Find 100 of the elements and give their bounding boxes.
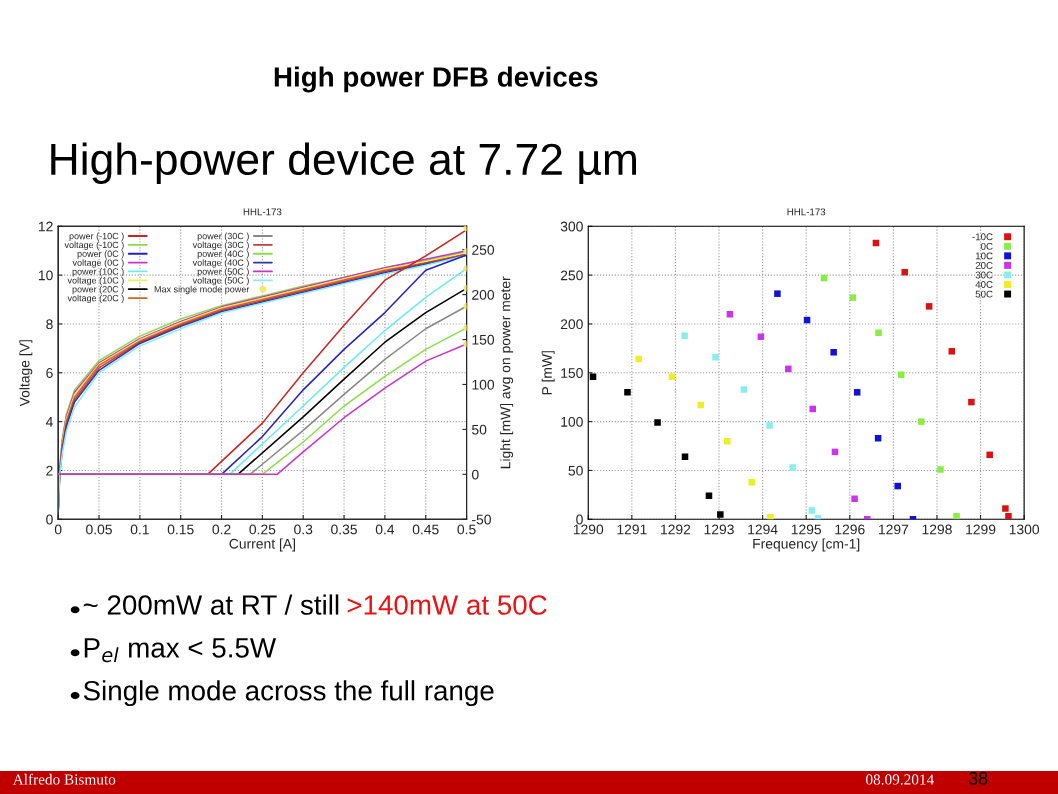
y-tick-label: 50 bbox=[568, 465, 583, 476]
legend-label: 30C bbox=[975, 271, 993, 279]
x-tick-label: 1291 bbox=[617, 524, 647, 535]
y-tick-label: 12 bbox=[38, 221, 53, 232]
x-tick-label: 1293 bbox=[704, 524, 734, 535]
legend-label: 20C bbox=[975, 262, 993, 269]
text: High power DFB devices bbox=[274, 66, 598, 93]
x-tick-label: 1298 bbox=[922, 524, 952, 535]
y-tick-label: 0 bbox=[46, 514, 53, 525]
point bbox=[681, 332, 688, 339]
point bbox=[809, 405, 816, 413]
text: 38 bbox=[968, 771, 988, 785]
text: P$_{el}$ max < 5.5W bbox=[84, 638, 277, 663]
point bbox=[717, 511, 724, 518]
y-tick-label: 150 bbox=[561, 368, 583, 378]
y2-tick-label: 0 bbox=[471, 469, 479, 480]
x-tick-label: 1294 bbox=[748, 524, 778, 535]
legend-label: voltage (50C ) bbox=[192, 276, 249, 286]
point bbox=[789, 464, 796, 471]
x-tick-label: 0.1 bbox=[130, 524, 149, 535]
x-axis-title: Frequency [cm-1] bbox=[753, 538, 860, 552]
y2-tick-label: 250 bbox=[472, 244, 495, 255]
y2-tick-label: 200 bbox=[472, 289, 495, 300]
point bbox=[986, 451, 993, 459]
point bbox=[830, 349, 837, 356]
y-tick-label: 250 bbox=[560, 270, 583, 281]
point bbox=[948, 348, 956, 355]
legend-label: voltage (30C ) bbox=[192, 241, 249, 250]
legend-label: power (10C ) bbox=[72, 268, 124, 277]
text: Single mode across the full range bbox=[83, 680, 494, 707]
y2-tick-label: 100 bbox=[472, 379, 495, 390]
y-axis-title: P [mW] bbox=[541, 351, 555, 395]
x-tick-label: 0.15 bbox=[167, 524, 194, 535]
point bbox=[1005, 513, 1012, 520]
y-tick-label: 6 bbox=[46, 368, 53, 378]
legend-label: 50C bbox=[975, 290, 993, 298]
x-tick-label: 1297 bbox=[878, 524, 909, 535]
point bbox=[767, 514, 774, 520]
legend-label: voltage (10C ) bbox=[67, 276, 124, 286]
x-tick-label: 0.45 bbox=[412, 524, 439, 535]
y-tick-label: 10 bbox=[38, 270, 53, 281]
y-tick-label: 8 bbox=[46, 319, 53, 330]
legend-label: power (30C ) bbox=[197, 232, 249, 242]
point bbox=[774, 290, 781, 297]
text: Alfredo Bismuto bbox=[12, 773, 116, 785]
x-tick-label: 0.35 bbox=[331, 524, 357, 535]
text: 08.09.2014 bbox=[866, 774, 934, 785]
point bbox=[851, 495, 858, 503]
legend-label: voltage (40C ) bbox=[192, 259, 249, 268]
legend-label: power (-10C ) bbox=[69, 232, 124, 242]
point bbox=[757, 333, 765, 340]
legend-label: power (40C ) bbox=[197, 250, 249, 259]
legend-label: voltage (-10C ) bbox=[64, 241, 124, 250]
point bbox=[875, 329, 882, 336]
y2-axis-title: Light [mW] avg on power meter bbox=[500, 276, 514, 469]
point bbox=[785, 365, 792, 373]
y-tick-label: 200 bbox=[560, 319, 583, 330]
point bbox=[697, 401, 704, 409]
legend-label: 10C bbox=[975, 252, 993, 260]
legend-label: voltage (20C ) bbox=[67, 294, 124, 304]
y2-tick-label: 150 bbox=[472, 334, 495, 345]
point bbox=[897, 371, 905, 378]
y2-tick-label: -50 bbox=[472, 514, 491, 525]
point bbox=[849, 294, 857, 301]
legend-label: -10C bbox=[972, 233, 993, 241]
y-tick-label: 300 bbox=[560, 221, 583, 232]
x-tick-label: 0.3 bbox=[294, 524, 313, 535]
x-tick-label: 0.4 bbox=[375, 524, 395, 535]
y-tick-label: 4 bbox=[45, 417, 53, 427]
x-tick-label: 1299 bbox=[966, 524, 996, 535]
x-tick-label: 0 bbox=[54, 524, 62, 535]
x-tick-label: 1290 bbox=[573, 524, 604, 535]
y-tick-label: 100 bbox=[561, 416, 583, 427]
legend-label: 0C bbox=[980, 242, 993, 250]
legend-label: power (20C ) bbox=[72, 285, 124, 295]
point bbox=[1002, 505, 1009, 512]
chart-title: HHL-173 bbox=[787, 208, 826, 216]
point bbox=[589, 373, 597, 380]
x-tick-label: 1296 bbox=[835, 524, 865, 535]
point bbox=[953, 513, 960, 520]
text: ~ 200mW at RT / still bbox=[83, 594, 339, 615]
legend-label: Max single mode power bbox=[154, 285, 250, 295]
point bbox=[740, 386, 748, 393]
legend-label: power (50C ) bbox=[197, 268, 249, 277]
y-tick-label: 2 bbox=[46, 465, 53, 476]
y-tick-label: 0 bbox=[576, 514, 583, 525]
chart-title: HHL-173 bbox=[243, 208, 282, 216]
y2-tick-label: 50 bbox=[471, 424, 487, 435]
point bbox=[925, 303, 933, 310]
x-tick-label: 0.25 bbox=[249, 524, 276, 535]
x-tick-label: 0.2 bbox=[212, 524, 231, 535]
x-tick-label: 1292 bbox=[661, 524, 691, 535]
x-tick-label: 0.5 bbox=[457, 524, 476, 535]
point bbox=[668, 373, 676, 380]
x-tick-label: 0.05 bbox=[86, 524, 112, 535]
text: >140mW at 50C bbox=[347, 595, 547, 615]
text: High-power device at 7.72 µm bbox=[51, 142, 636, 184]
point bbox=[624, 389, 631, 396]
legend-label: voltage (0C ) bbox=[72, 259, 124, 268]
point bbox=[937, 466, 944, 473]
